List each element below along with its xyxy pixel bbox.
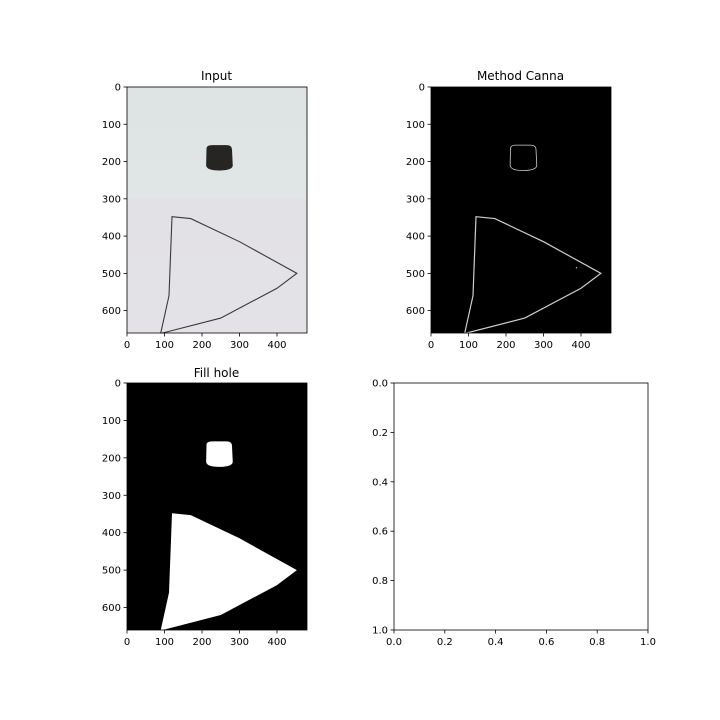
x-tick-label: 300 — [230, 637, 249, 648]
y-tick-label: 500 — [102, 269, 121, 280]
drawn-triangle — [160, 216, 298, 334]
y-tick-label: 600 — [102, 306, 121, 317]
y-tick-label: 100 — [102, 120, 121, 131]
x-tick-label: 100 — [155, 340, 174, 351]
triangle-mask — [160, 513, 297, 630]
y-tick-label: 500 — [406, 269, 425, 280]
panel-edges-title: Method Canna — [477, 69, 564, 83]
bottle-cap — [206, 145, 233, 171]
triangle-edge — [464, 216, 602, 334]
panel-fill: Fill hole 0 100 200 300 400 0 100 200 300 400 500 6… — [102, 366, 308, 649]
x-tick-label: 200 — [192, 340, 211, 351]
y-tick-label: 0.2 — [372, 428, 388, 439]
x-tick-label: 0 — [428, 340, 434, 351]
x-tick-label: 0.2 — [437, 637, 453, 648]
panel-input-axes: 0 100 200 300 400 0 100 200 300 400 500 600 — [102, 83, 287, 352]
y-tick-label: 300 — [102, 491, 121, 502]
panel-empty-axes: 0.0 0.2 0.4 0.6 0.8 1.00.00.20.40.60.81.0 — [372, 379, 656, 649]
panel-empty: 0.0 0.2 0.4 0.6 0.8 1.00.00.20.40.60.81.0 — [372, 379, 656, 649]
y-tick-label: 200 — [406, 157, 425, 168]
paper-lower-region — [127, 198, 307, 333]
y-tick-label: 600 — [406, 306, 425, 317]
y-tick-label: 0 — [115, 379, 121, 390]
y-tick-label: 600 — [102, 603, 121, 614]
x-tick-label: 400 — [571, 340, 590, 351]
x-tick-label: 200 — [496, 340, 515, 351]
y-tick-label: 0 — [419, 83, 425, 94]
panel-edges: Method Canna 0 100 200 300 400 0 100 200 300 400 5… — [406, 69, 612, 352]
y-tick-label: 100 — [406, 120, 425, 131]
y-tick-label: 0.6 — [372, 527, 388, 538]
y-tick-label: 1.0 — [372, 626, 388, 637]
panel-edges-axes: 0 100 200 300 400 0 100 200 300 400 500 600 — [406, 83, 591, 352]
y-tick-label: 0.0 — [372, 379, 388, 390]
x-tick-label: 100 — [155, 637, 174, 648]
panel-fill-frame — [126, 382, 308, 631]
y-tick-label: 400 — [102, 528, 121, 539]
x-tick-label: 0.4 — [488, 637, 504, 648]
x-tick-label: 0.6 — [538, 637, 554, 648]
y-tick-label: 500 — [102, 566, 121, 577]
y-tick-label: 400 — [102, 232, 121, 243]
y-tick-label: 100 — [102, 416, 121, 427]
y-tick-label: 200 — [102, 453, 121, 464]
edge-speck — [575, 267, 578, 269]
y-tick-label: 0.4 — [372, 477, 388, 488]
cap-mask — [206, 441, 233, 467]
panel-empty-frame — [393, 382, 649, 631]
panel-fill-title: Fill hole — [194, 366, 240, 380]
y-tick-label: 300 — [406, 194, 425, 205]
x-tick-label: 400 — [267, 340, 286, 351]
panel-input: Input 0 100 200 300 400 0 100 200 300 400 500 600 — [102, 69, 308, 352]
x-tick-label: 0.8 — [589, 637, 605, 648]
cap-edge — [509, 144, 538, 171]
y-tick-label: 400 — [406, 232, 425, 243]
panel-fill-axes: 0 100 200 300 400 0 100 200 300 400 500 600 — [102, 379, 287, 649]
y-tick-label: 300 — [102, 194, 121, 205]
y-tick-label: 200 — [102, 157, 121, 168]
x-tick-label: 400 — [267, 637, 286, 648]
x-tick-label: 300 — [534, 340, 553, 351]
x-tick-label: 1.0 — [640, 637, 656, 648]
panel-input-title: Input — [201, 69, 232, 83]
x-tick-label: 300 — [230, 340, 249, 351]
input-image — [127, 87, 307, 334]
x-tick-label: 0.0 — [386, 637, 402, 648]
x-tick-label: 0 — [124, 637, 130, 648]
fill-image — [127, 383, 307, 630]
x-tick-label: 200 — [192, 637, 211, 648]
panel-edges-frame — [430, 86, 612, 334]
x-tick-label: 100 — [459, 340, 478, 351]
y-tick-label: 0.8 — [372, 576, 388, 587]
panel-input-frame — [126, 86, 308, 334]
y-tick-label: 0 — [115, 83, 121, 94]
x-tick-label: 0 — [124, 340, 130, 351]
edges-background — [431, 87, 611, 333]
edges-image — [431, 87, 611, 334]
